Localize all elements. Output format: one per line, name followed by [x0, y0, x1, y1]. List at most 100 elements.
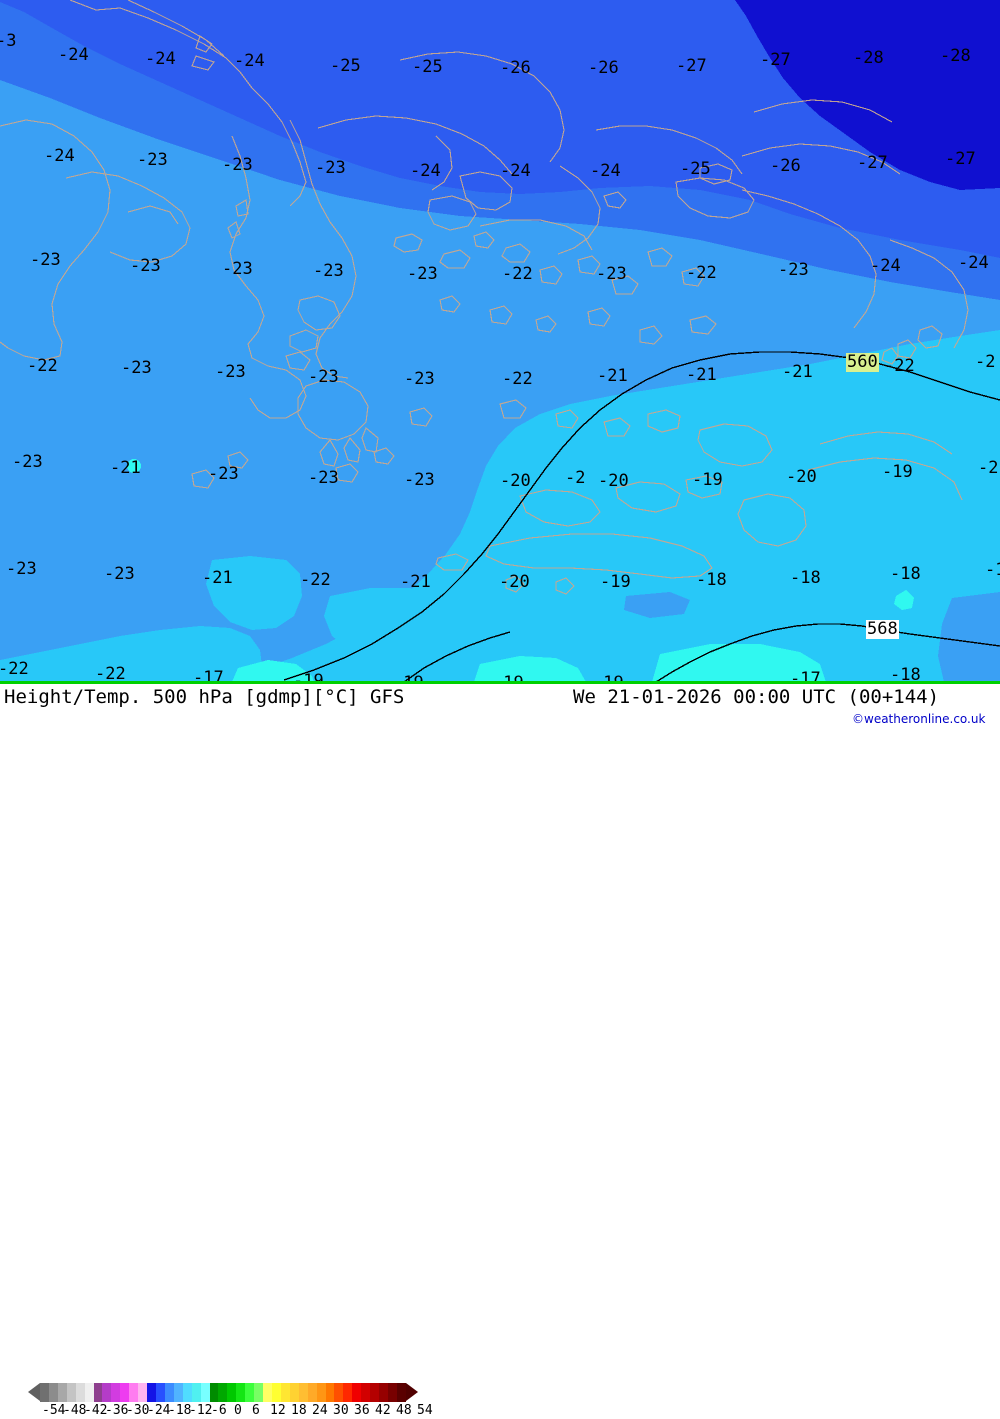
- temperature-label: -18: [696, 570, 727, 590]
- temperature-label: -3: [0, 31, 17, 51]
- temperature-label: -26: [770, 156, 801, 176]
- colorbar-swatch: [120, 1383, 130, 1402]
- temperature-label: -23: [121, 358, 152, 378]
- colorbar-swatch: [289, 1383, 299, 1402]
- height-contour-label: 568: [866, 619, 899, 639]
- colorbar-swatch: [138, 1383, 148, 1402]
- temperature-label: -23: [596, 264, 627, 284]
- colorbar-swatch: [40, 1383, 49, 1402]
- colorbar-swatch: [316, 1383, 326, 1402]
- map-bottom-divider: [0, 681, 1000, 684]
- colorbar-swatch: [164, 1383, 174, 1402]
- colorbar-swatch: [129, 1383, 139, 1402]
- colorbar-tick-label: -30: [126, 1403, 150, 1418]
- colorbar-tick-label: -12: [189, 1403, 213, 1418]
- fill-blue-corner-br: [938, 592, 1000, 682]
- temperature-label: -24: [58, 45, 89, 65]
- colorbar-tick-labels: -54 -48 -42 -36 -30 -24 -18 -12 -6 0 6 12 18 24 30 36 42…: [28, 1403, 448, 1419]
- colorbar-tick-label: -18: [168, 1403, 192, 1418]
- colorbar-tick-label: 42: [375, 1403, 391, 1418]
- colorbar-swatch: [361, 1383, 371, 1402]
- temperature-label: -23: [315, 158, 346, 178]
- temperature-label: -20: [500, 471, 531, 491]
- colorbar-left-cap-icon: [28, 1383, 40, 1401]
- temperature-label: -24: [870, 256, 901, 276]
- temperature-label: -20: [499, 572, 530, 592]
- temperature-label: -21: [782, 362, 813, 382]
- temperature-label: -24: [590, 161, 621, 181]
- temperature-label: -23: [222, 259, 253, 279]
- colorbar-swatch: [227, 1383, 237, 1402]
- colorbar-swatch: [236, 1383, 246, 1402]
- temperature-label: -19: [692, 470, 723, 490]
- colorbar-swatch: [218, 1383, 228, 1402]
- temperature-label: -21: [110, 458, 141, 478]
- colorbar-tick-label: -54: [42, 1403, 66, 1418]
- colorbar-swatch: [352, 1383, 362, 1402]
- weather-map[interactable]: -3 -24 -24 -24 -25 -25 -26 -26 -27 -27 -28 -28 -24 -2…: [0, 0, 1000, 682]
- colorbar-swatch: [379, 1383, 388, 1402]
- colorbar-tick-label: 0: [234, 1403, 242, 1418]
- temperature-label: -2: [978, 458, 999, 478]
- colorbar-swatch: [325, 1383, 335, 1402]
- temperature-label: -27: [945, 149, 976, 169]
- temperature-label: -2: [975, 352, 996, 372]
- colorbar-swatch: [75, 1383, 85, 1402]
- temperature-label: -23: [778, 260, 809, 280]
- colorbar-swatch: [66, 1383, 76, 1402]
- temperature-label: -23: [215, 362, 246, 382]
- fill-palecyan-4: [894, 590, 914, 610]
- colorbar-swatch: [155, 1383, 165, 1402]
- colorbar-swatch: [298, 1383, 308, 1402]
- temperature-label: -23: [407, 264, 438, 284]
- colorbar-swatch: [182, 1383, 192, 1402]
- temperature-label: -23: [404, 470, 435, 490]
- temperature-label: -23: [137, 150, 168, 170]
- height-contour-label: 560: [846, 352, 879, 372]
- temperature-label: -24: [234, 51, 265, 71]
- fill-palecyan-3: [652, 644, 826, 682]
- temperature-label: -25: [680, 159, 711, 179]
- temperature-label: -1: [985, 560, 1000, 580]
- colorbar-swatch: [173, 1383, 183, 1402]
- temperature-label: -23: [208, 464, 239, 484]
- fill-palecyan-2: [474, 656, 586, 682]
- colorbar-tick-label: -48: [63, 1403, 87, 1418]
- coastlines: [0, 0, 969, 595]
- temperature-label: -19: [393, 675, 424, 683]
- colorbar-swatch: [245, 1383, 255, 1402]
- colorbar-swatch: [102, 1383, 112, 1402]
- temperature-label: -26: [500, 58, 531, 78]
- fill-mid-blue-upper: [0, 0, 1000, 258]
- temperature-label: -24: [410, 161, 441, 181]
- temperature-label: -19: [593, 675, 624, 683]
- fill-sky-center-pocket: [324, 588, 452, 660]
- temperature-label: -26: [588, 58, 619, 78]
- colorbar-swatch: [370, 1383, 380, 1402]
- fill-sky-midleft-pocket: [206, 556, 302, 630]
- colorbar-tick-label: 54: [417, 1403, 433, 1418]
- colorbar-tick-label: 12: [270, 1403, 286, 1418]
- colorbar-tick-label: 18: [291, 1403, 307, 1418]
- colorbar-tick-label: 36: [354, 1403, 370, 1418]
- temperature-label: -17: [790, 669, 821, 683]
- colorbar-swatch: [200, 1383, 210, 1402]
- temperature-label: -18: [790, 568, 821, 588]
- temperature-label: -27: [676, 56, 707, 76]
- temperature-label: -24: [958, 253, 989, 273]
- temperature-label: -25: [412, 57, 443, 77]
- temperature-label: -22: [502, 369, 533, 389]
- temperature-label: -27: [857, 153, 888, 173]
- temperature-label: -24: [145, 49, 176, 69]
- temperature-label: -21: [202, 568, 233, 588]
- temperature-label: -22: [502, 264, 533, 284]
- temperature-label: -22: [95, 664, 126, 683]
- colorbar-swatch: [209, 1383, 219, 1402]
- colorbar-swatch: [334, 1383, 344, 1402]
- temperature-label: -24: [44, 146, 75, 166]
- temperature-label: -17: [193, 668, 224, 683]
- colorbar-tick-label: -36: [105, 1403, 129, 1418]
- temperature-label: -18: [890, 564, 921, 584]
- temperature-label: -22: [27, 356, 58, 376]
